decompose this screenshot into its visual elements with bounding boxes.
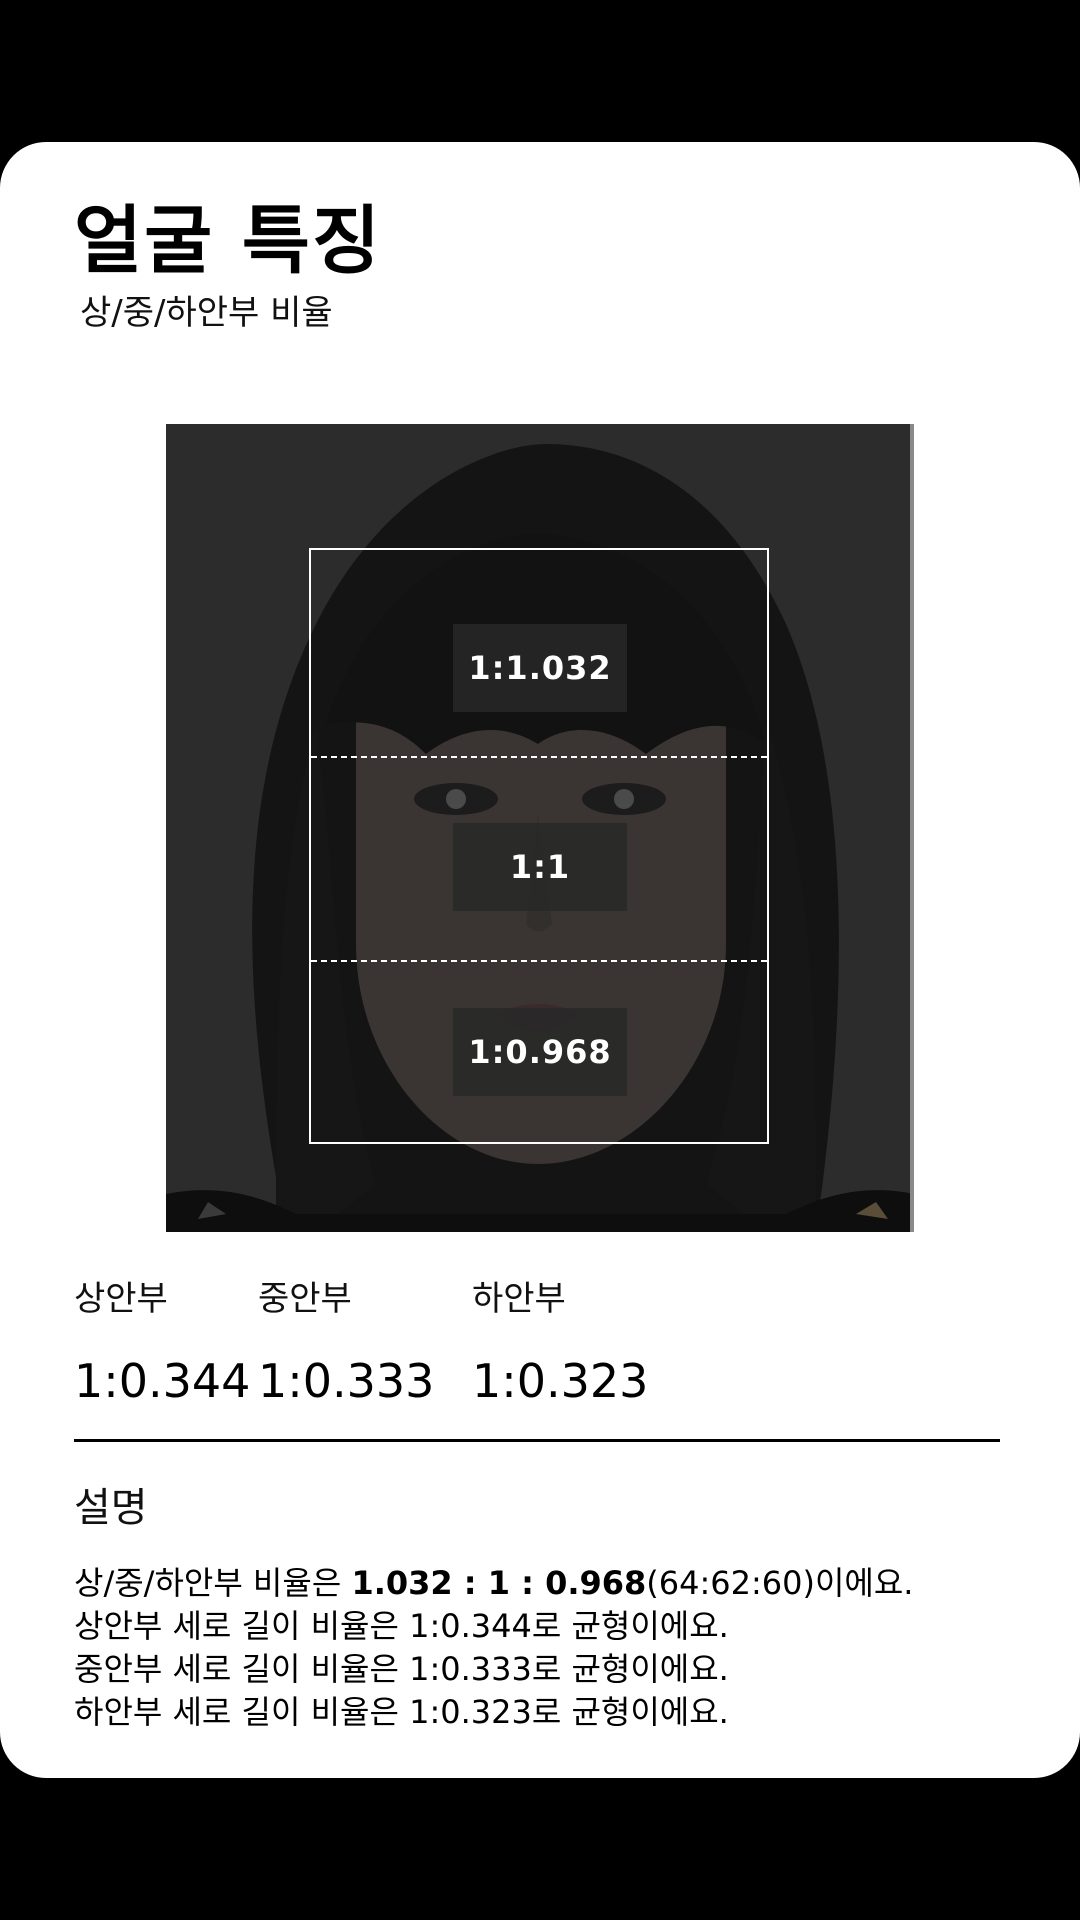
face-ratio-frame (309, 548, 769, 1144)
page-subtitle: 상/중/하안부 비율 (80, 293, 333, 333)
upper-divider-line (311, 756, 767, 758)
stat-lower-label: 하안부 (472, 1279, 566, 1319)
description-line-3: 중안부 세로 길이 비율은 1:0.333로 균형이에요. (74, 1650, 729, 1688)
stat-upper-label: 상안부 (74, 1279, 168, 1319)
page-title: 얼굴 특징 (74, 198, 383, 284)
description-line-1-prefix: 상/중/하안부 비율은 (74, 1564, 352, 1602)
description-line-4: 하안부 세로 길이 비율은 1:0.323로 균형이에요. (74, 1693, 729, 1731)
description-text: 상/중/하안부 비율은 1.032 : 1 : 0.968(64:62:60)이… (74, 1562, 1034, 1734)
stat-middle: 중안부 1:0.333 (258, 1282, 434, 1404)
ratio-stats: 상안부 1:0.344 중안부 1:0.333 하안부 1:0.323 (74, 1282, 994, 1462)
lower-ratio-label: 1:0.968 (453, 1008, 627, 1096)
upper-ratio-label: 1:1.032 (453, 624, 627, 712)
stat-middle-label: 중안부 (258, 1279, 352, 1319)
photo-edge (910, 424, 914, 1232)
middle-ratio-label: 1:1 (453, 823, 627, 911)
description-line-2: 상안부 세로 길이 비율은 1:0.344로 균형이에요. (74, 1607, 729, 1645)
stat-middle-value: 1:0.333 (258, 1354, 435, 1408)
lower-divider-line (311, 960, 767, 962)
stat-lower-value: 1:0.323 (472, 1354, 649, 1408)
face-photo: 1:1.032 1:1 1:0.968 (166, 424, 914, 1232)
description-title: 설명 (74, 1485, 148, 1531)
description-line-1-ratio: 1.032 : 1 : 0.968 (351, 1564, 647, 1602)
description-line-1: 상/중/하안부 비율은 1.032 : 1 : 0.968(64:62:60)이… (74, 1562, 1034, 1605)
face-feature-card: 얼굴 특징 상/중/하안부 비율 (0, 142, 1080, 1778)
stat-upper: 상안부 1:0.344 (74, 1282, 250, 1404)
stat-upper-value: 1:0.344 (74, 1354, 251, 1408)
stat-lower: 하안부 1:0.323 (472, 1282, 648, 1404)
section-divider (74, 1439, 1000, 1442)
description-line-1-suffix: (64:62:60)이에요. (646, 1564, 914, 1602)
